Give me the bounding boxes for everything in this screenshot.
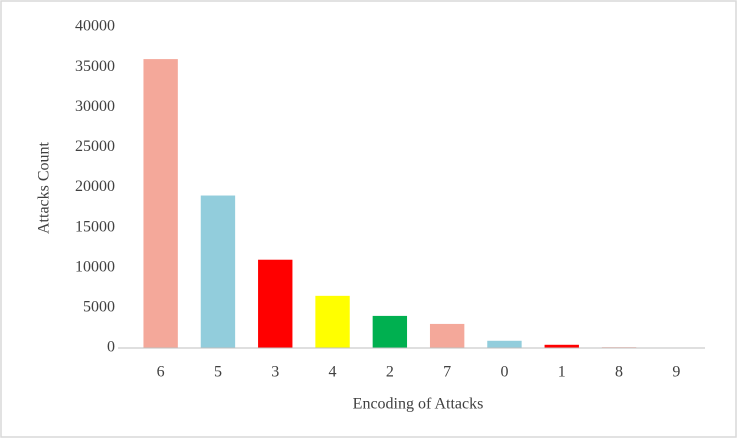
- x-tick-label: 0: [500, 364, 508, 381]
- bar: [258, 259, 293, 348]
- bar: [429, 323, 465, 348]
- x-tick-label: 5: [214, 364, 222, 381]
- bar: [200, 195, 236, 348]
- x-tick-label: 2: [386, 364, 394, 381]
- y-tick-label: 15000: [75, 218, 115, 235]
- x-tick-label: 1: [558, 364, 566, 381]
- x-tick-label: 3: [271, 364, 279, 381]
- y-tick-label: 5000: [83, 299, 115, 316]
- bar: [487, 340, 522, 348]
- y-tick-label: 0: [107, 339, 115, 356]
- y-tick-label: 40000: [75, 18, 115, 35]
- bar: [544, 344, 579, 348]
- y-tick-label: 25000: [75, 138, 115, 155]
- y-tick-label: 30000: [75, 98, 115, 115]
- bar: [143, 59, 178, 348]
- x-tick-label: 9: [672, 364, 680, 381]
- x-tick-label: 7: [443, 364, 451, 381]
- x-axis-title: Encoding of Attacks: [353, 396, 484, 413]
- y-tick-label: 35000: [75, 58, 115, 75]
- y-tick-label: 20000: [75, 178, 115, 195]
- bar: [372, 315, 408, 348]
- x-tick-label: 6: [157, 364, 165, 381]
- y-tick-label: 10000: [75, 258, 115, 275]
- y-axis-title: Attacks Count: [36, 141, 53, 234]
- bar: [315, 295, 350, 348]
- x-tick-label: 8: [615, 364, 623, 381]
- x-tick-label: 4: [329, 364, 337, 381]
